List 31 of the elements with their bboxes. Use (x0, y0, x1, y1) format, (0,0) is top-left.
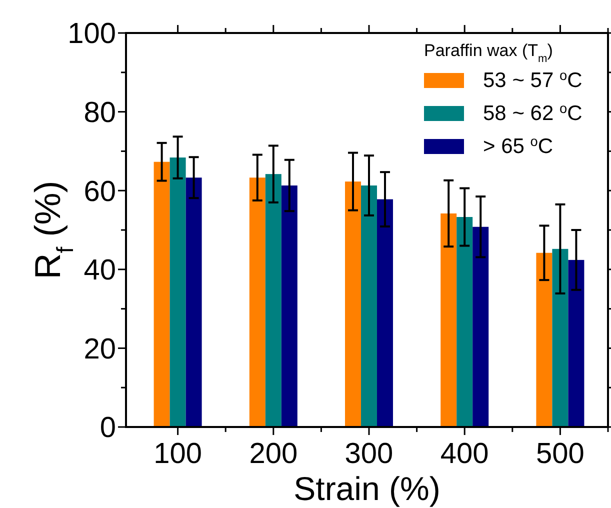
y-tick-label: 20 (84, 333, 116, 366)
y-tick-label: 0 (100, 412, 116, 444)
bar (472, 226, 489, 427)
bar (456, 217, 473, 427)
bar (265, 174, 282, 427)
bar (281, 185, 298, 427)
x-tick-label: 500 (536, 438, 584, 470)
bar (345, 182, 361, 427)
y-tick-label: 40 (84, 254, 116, 287)
legend-label: > 65 $^{o}$C (483, 134, 554, 158)
y-tick-label: 100 (68, 18, 116, 50)
bar (170, 158, 186, 427)
bar (377, 199, 393, 427)
y-tick-label: 60 (84, 176, 116, 208)
bar (552, 248, 568, 427)
y-tick-label: 80 (84, 96, 116, 129)
bar (440, 213, 457, 427)
x-tick-label: 200 (249, 438, 298, 470)
x-tick-label: 400 (440, 438, 489, 470)
bar (186, 178, 202, 427)
bar (154, 162, 170, 427)
legend-label: 53 ~ 57 $^{o}$C (483, 68, 582, 92)
legend-label: 58 ~ 62 $^{o}$C (483, 100, 582, 125)
x-axis-title: Strain (%) (294, 470, 440, 507)
bar (361, 185, 377, 427)
bar (249, 178, 266, 427)
x-tick-label: 100 (154, 438, 202, 470)
bar (536, 252, 552, 427)
x-tick-label: 300 (344, 438, 394, 470)
legend-title: Paraffin wax (T$_{m}$) (424, 41, 553, 65)
bar (568, 260, 584, 427)
